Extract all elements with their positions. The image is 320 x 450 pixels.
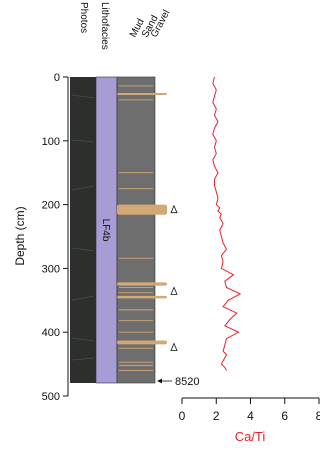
depth-tick-label: 300: [42, 263, 60, 275]
cati-axis-label: Ca/Ti: [235, 429, 266, 444]
header-lithofacies: Lithofacies: [99, 2, 110, 50]
cati-tick-label: 4: [247, 409, 254, 423]
sand-bed: [117, 340, 167, 345]
depth-tick-label: 200: [42, 200, 60, 212]
cati-tick-label: 8: [316, 409, 320, 423]
core-photo: [70, 77, 96, 383]
cati-tick-label: 0: [179, 409, 186, 423]
sand-bed: [117, 282, 167, 286]
grain-size-column: [116, 76, 156, 384]
depth-axis-ticks: 0 100 200 300 400 500: [42, 72, 68, 403]
core-photo-texture: [71, 94, 95, 361]
cati-series-line: [212, 76, 242, 371]
sand-bed: [117, 92, 167, 95]
triangle-marker: [170, 204, 178, 214]
sand-beds: [117, 85, 167, 371]
facies-label: LF4b: [100, 219, 111, 242]
sand-bed: [117, 295, 167, 299]
cati-tick-label: 2: [213, 409, 220, 423]
depth-tick-label: 100: [42, 136, 60, 148]
depth-tick-label: 500: [42, 391, 60, 403]
sample-markers: [170, 204, 178, 351]
header-photos: Photos: [78, 2, 89, 33]
cati-axis-ticks: 0 2 4 6 8: [179, 398, 320, 423]
age-annotation: 8520: [175, 376, 199, 388]
triangle-marker: [170, 286, 178, 295]
triangle-marker: [170, 342, 178, 351]
age-arrow-head: [157, 378, 162, 384]
depth-tick-label: 400: [42, 327, 60, 339]
depth-axis-label: Depth (cm): [13, 206, 27, 265]
depth-tick-label: 0: [54, 72, 60, 84]
sand-bed: [117, 204, 167, 215]
cati-tick-label: 6: [281, 409, 288, 423]
